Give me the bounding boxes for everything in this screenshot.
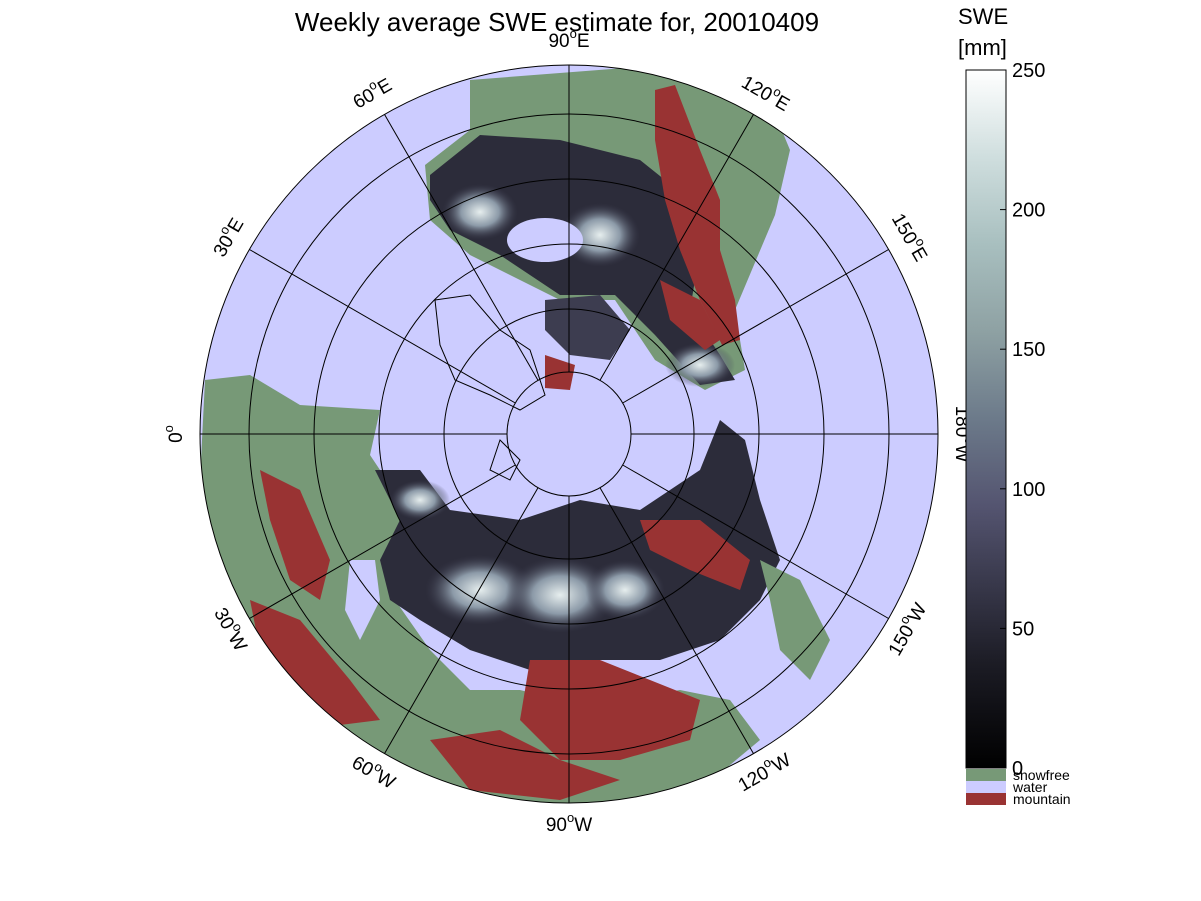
central-asia-mountain [520, 660, 700, 760]
meridian-line [249, 249, 516, 404]
east-siberia-mountain [640, 520, 750, 590]
meridian-lines [200, 65, 938, 803]
longitude-label: 60oE [347, 71, 395, 114]
category-swatch-snowfree [966, 769, 1006, 781]
kamchatka-snowfree [760, 560, 830, 680]
colorbar-label-line2: [mm] [958, 35, 1007, 60]
hudson-bay [507, 218, 583, 262]
himalaya-mountain [430, 730, 620, 800]
polar-map: 90oW120oW150oW180oW150oE120oE90oE60oE30o… [161, 26, 976, 836]
longitude-label: 150oE [887, 208, 935, 265]
longitude-label: 90oW [546, 810, 592, 836]
eurasia-snow-peak-3 [585, 560, 665, 620]
colorbar-tick-label: 100 [1012, 479, 1045, 501]
colorbar-tick-label: 150 [1012, 339, 1045, 361]
rockies-mountain [655, 85, 740, 345]
figure-title: Weekly average SWE estimate for, 2001040… [295, 7, 819, 37]
category-label-water: water [1012, 779, 1048, 795]
meridian-line [249, 464, 516, 619]
north-america-snow-peak-1 [442, 184, 518, 240]
longitude-label: 90oE [548, 26, 589, 52]
north-america-snow-peak-3 [665, 343, 735, 387]
meridian-line [599, 487, 754, 754]
eurasia-snow-peak-1 [425, 555, 535, 625]
meridian-line [622, 464, 889, 619]
greenland-outline [434, 294, 546, 411]
colorbar-gradient [965, 69, 1007, 769]
europe-water-gulf [345, 560, 380, 640]
category-swatch-water [966, 781, 1006, 793]
meridian-line [599, 114, 754, 381]
category-swatch-mountain [966, 793, 1006, 805]
colorbar-ticks: 0 50 100 150 200 250 [1000, 60, 1045, 780]
longitude-label: 30oE [206, 212, 249, 260]
alaska-mountain [660, 280, 720, 350]
eurasia-snow-peak-2 [505, 557, 615, 633]
category-label-snowfree: snowfree [1013, 767, 1070, 783]
category-label-mountain: mountain [1013, 791, 1071, 807]
meridian-line [622, 249, 889, 404]
longitude-label: 0o [161, 425, 187, 443]
land-layer [200, 66, 830, 803]
meridian-line [384, 487, 539, 754]
longitude-label: 120oE [738, 68, 795, 116]
colorbar-label-line1: SWE [958, 4, 1008, 29]
scandinavia-snow-peak [390, 480, 450, 520]
europe-mountain-2 [250, 600, 380, 725]
arctic-archipelago [545, 295, 630, 360]
meridian-line [384, 114, 539, 381]
colorbar: SWE [mm] 0 50 100 150 200 250 snowfreewatermo… [958, 4, 1071, 807]
colorbar-tick-label: 50 [1012, 618, 1034, 640]
europe-mountain-1 [260, 470, 330, 600]
svalbard-outline [489, 439, 521, 481]
colorbar-tick-label: 200 [1012, 200, 1045, 222]
colorbar-tick-label: 250 [1012, 60, 1045, 82]
graticule [199, 64, 939, 804]
colorbar-tick-label: 0 [1012, 758, 1023, 780]
